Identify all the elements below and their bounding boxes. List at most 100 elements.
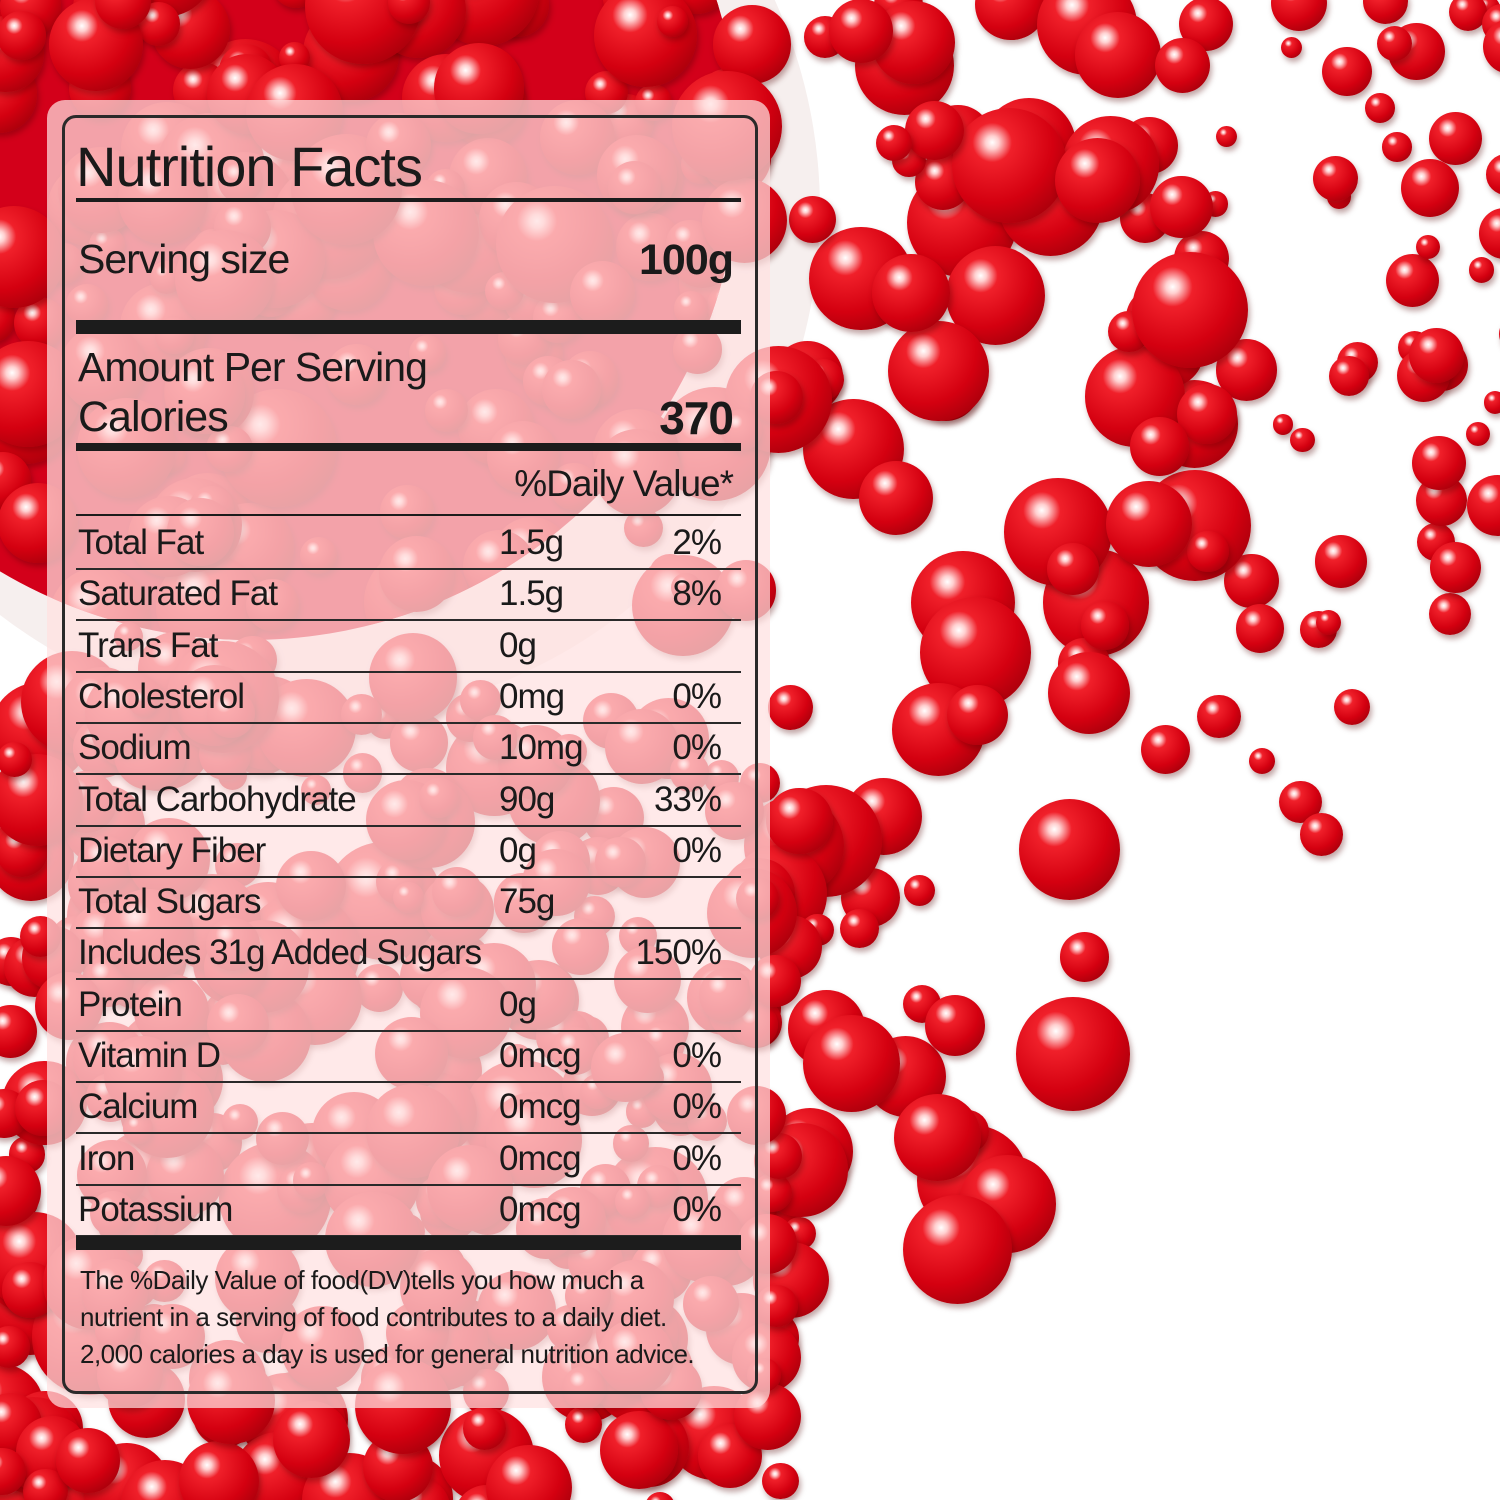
sugar-pearl [644, 1492, 676, 1500]
nutrient-amount: 10mg [499, 728, 584, 768]
nutrient-name: Total Sugars [78, 882, 262, 922]
sugar-pearl [872, 254, 950, 332]
sugar-pearl [1290, 427, 1315, 453]
sugar-pearl [55, 1428, 121, 1493]
nutrient-amount: 0g [499, 625, 537, 665]
nutrient-daily-value: 2% [672, 523, 722, 562]
sugar-pearl [761, 1462, 799, 1500]
sugar-pearl [600, 1410, 679, 1489]
nutrient-daily-value: 0% [672, 1087, 722, 1127]
sugar-pearl [1081, 601, 1130, 650]
sugar-pearl [829, 0, 893, 63]
nutrient-name: Cholesterol [78, 676, 245, 716]
nutrient-daily-value: 0% [672, 1189, 722, 1229]
nutrient-daily-value: 0% [672, 676, 722, 716]
nutrient-name: Protein [78, 984, 183, 1024]
nutrient-amount: 90g [499, 779, 555, 819]
sugar-pearl [1300, 812, 1344, 856]
sugar-pearl [1479, 207, 1500, 259]
sugar-pearl [1334, 688, 1371, 725]
sugar-pearl [1047, 652, 1130, 735]
sugar-pearl [1465, 421, 1491, 447]
sugar-pearl [975, 0, 1047, 41]
nutrient-row: Sodium 10mg 0% [76, 722, 741, 776]
sugar-pearl [1483, 18, 1500, 75]
nutrient-daily-value: 0% [672, 830, 722, 870]
nutrient-amount: 0mcg [499, 1189, 582, 1229]
label-title: Nutrition Facts [76, 135, 423, 198]
divider [76, 514, 741, 516]
sugar-pearl [924, 995, 986, 1056]
sugar-pearl [0, 1325, 31, 1368]
nutrient-amount: 0mcg [499, 1138, 582, 1178]
nutrient-name: Iron [78, 1138, 135, 1178]
nutrient-row: Trans Fat 0g [76, 620, 741, 673]
sugar-pearl [1498, 315, 1500, 354]
sugar-pearl [1016, 997, 1130, 1111]
sugar-pearl [1130, 417, 1189, 476]
nutrient-amount: 1.5g [499, 523, 564, 562]
sugar-pearl [893, 1093, 981, 1181]
sugar-pearl [1018, 798, 1121, 901]
footnote-line: 2,000 calories a day is used for general… [80, 1339, 695, 1369]
sugar-pearl [1316, 609, 1342, 636]
medium-divider [76, 443, 741, 451]
sugar-pearl [1386, 254, 1440, 308]
sugar-pearl [1468, 257, 1495, 283]
sugar-pearl [1150, 175, 1213, 238]
sugar-pearl [1075, 12, 1161, 98]
nutrient-amount: 0mcg [499, 1087, 582, 1127]
sugar-pearl [1106, 481, 1192, 567]
nutrient-name: Includes 31g Added Sugars [78, 933, 482, 973]
sugar-pearl [1428, 592, 1471, 635]
nutrient-name: Total Carbohydrate [78, 779, 357, 819]
sugar-pearl [1483, 391, 1500, 414]
sugar-pearl [1197, 694, 1241, 739]
sugar-pearl [1235, 604, 1285, 653]
sugar-pearl [1312, 155, 1359, 202]
sugar-pearl [656, 5, 688, 37]
serving-size-label: Serving size [78, 236, 290, 282]
sugar-pearl [1270, 0, 1328, 32]
calories-value: 370 [659, 392, 734, 444]
footnote-line: The %Daily Value of food(DV)tells you ho… [80, 1265, 644, 1295]
nutrient-daily-value: 0% [672, 1036, 722, 1075]
nutrient-name: Sodium [78, 728, 192, 768]
nutrient-daily-value: 33% [653, 779, 722, 819]
nutrient-name: Total Fat [78, 523, 204, 562]
sugar-pearl [1329, 356, 1370, 397]
sugar-pearl [903, 875, 935, 907]
sugar-pearl [178, 1440, 259, 1500]
sugar-pearl [904, 100, 964, 160]
nutrient-name: Vitamin D [78, 1036, 221, 1075]
nutrition-panel [47, 100, 770, 1408]
nutrient-name: Potassium [78, 1189, 233, 1229]
sugar-pearl [1280, 36, 1303, 59]
nutrient-daily-value: 8% [672, 574, 722, 614]
sugar-pearl [1322, 46, 1372, 97]
sugar-pearl [840, 909, 880, 949]
nutrient-daily-value: 0% [672, 1138, 722, 1178]
sugar-pearl [1272, 413, 1294, 435]
nutrient-daily-value: 150% [635, 933, 722, 973]
nutrient-amount: 75g [499, 882, 555, 922]
nutrient-row: Vitamin D 0mcg 0% [76, 1030, 741, 1083]
sugar-pearl [0, 742, 32, 777]
nutrient-name: Trans Fat [78, 625, 218, 665]
sugar-pearl [1430, 542, 1481, 593]
serving-size-value: 100g [638, 236, 734, 284]
sugar-pearl [1408, 327, 1464, 383]
nutrient-row: Dietary Fiber 0g 0% [76, 825, 741, 878]
sugar-pearl [1448, 0, 1487, 31]
sugar-pearl [1187, 530, 1230, 573]
sugar-pearl [1400, 159, 1459, 218]
nutrient-row: Calcium 0mcg 0% [76, 1081, 741, 1135]
sugar-pearl [903, 1195, 1013, 1305]
sugar-pearl [564, 1405, 603, 1444]
nutrition-label-border [62, 115, 758, 1394]
sugar-pearl [1314, 535, 1368, 588]
sugar-pearl [802, 1014, 900, 1112]
sugar-pearl [0, 1005, 37, 1058]
nutrient-amount: 0mg [499, 676, 565, 716]
sugar-pearl [1362, 0, 1409, 25]
